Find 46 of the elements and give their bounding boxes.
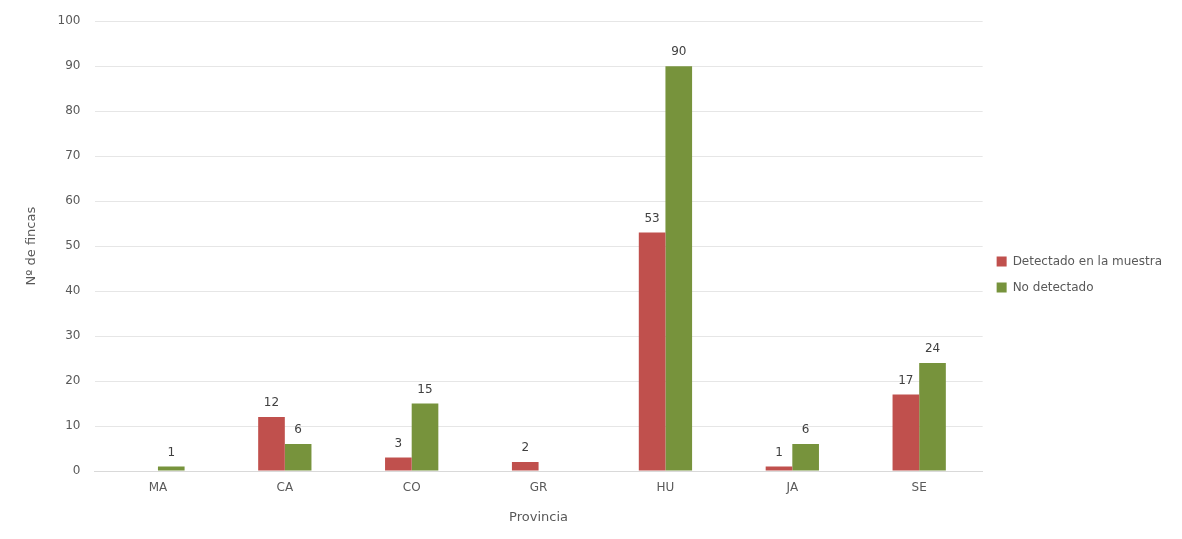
data-label: 17 [898, 372, 914, 387]
data-label: 1 [167, 444, 176, 459]
data-label: 53 [644, 210, 660, 225]
y-tick-label: 30 [65, 328, 81, 343]
data-label: 3 [394, 435, 403, 450]
bar [411, 403, 439, 471]
bar [511, 462, 539, 471]
data-label: 1 [775, 444, 783, 459]
x-tick-label: CO [402, 480, 421, 495]
y-tick-label: 0 [72, 463, 81, 478]
y-tick-label: 60 [65, 193, 81, 208]
y-tick-label: 40 [65, 283, 81, 298]
y-axis-title: Nº de fincas [23, 206, 39, 286]
data-label: 15 [417, 381, 433, 396]
legend-label: No detectado [1012, 279, 1094, 294]
bar [665, 66, 693, 471]
x-axis-title: Provincia [509, 508, 569, 524]
bar [919, 363, 946, 471]
data-label: 24 [924, 341, 941, 356]
y-tick-label: 50 [65, 238, 81, 253]
x-tick-label: JA [785, 480, 799, 495]
bar [892, 394, 920, 471]
data-label: 90 [671, 44, 687, 59]
bar [258, 417, 285, 471]
x-tick-label: MA [148, 480, 169, 495]
data-label: 2 [521, 440, 530, 455]
y-tick-label: 80 [65, 103, 81, 118]
x-tick-label: SE [911, 480, 927, 495]
y-tick-label: 100 [57, 13, 81, 28]
data-label: 6 [294, 422, 302, 437]
bar [157, 466, 185, 471]
x-tick-label: CA [276, 480, 294, 495]
legend-label: Detectado en la muestra [1012, 253, 1163, 268]
data-label: 6 [801, 422, 810, 437]
data-label: 12 [263, 395, 280, 410]
bar [385, 457, 412, 471]
x-tick-label: GR [529, 480, 548, 495]
x-tick-label: HU [656, 480, 675, 495]
y-tick-label: 20 [65, 373, 81, 388]
y-tick-label: 70 [65, 148, 81, 163]
bar [638, 232, 666, 471]
y-tick-label: 10 [65, 418, 81, 433]
bar [765, 466, 793, 471]
bar [284, 444, 312, 471]
y-tick-label: 90 [65, 58, 81, 73]
bar [792, 444, 819, 471]
